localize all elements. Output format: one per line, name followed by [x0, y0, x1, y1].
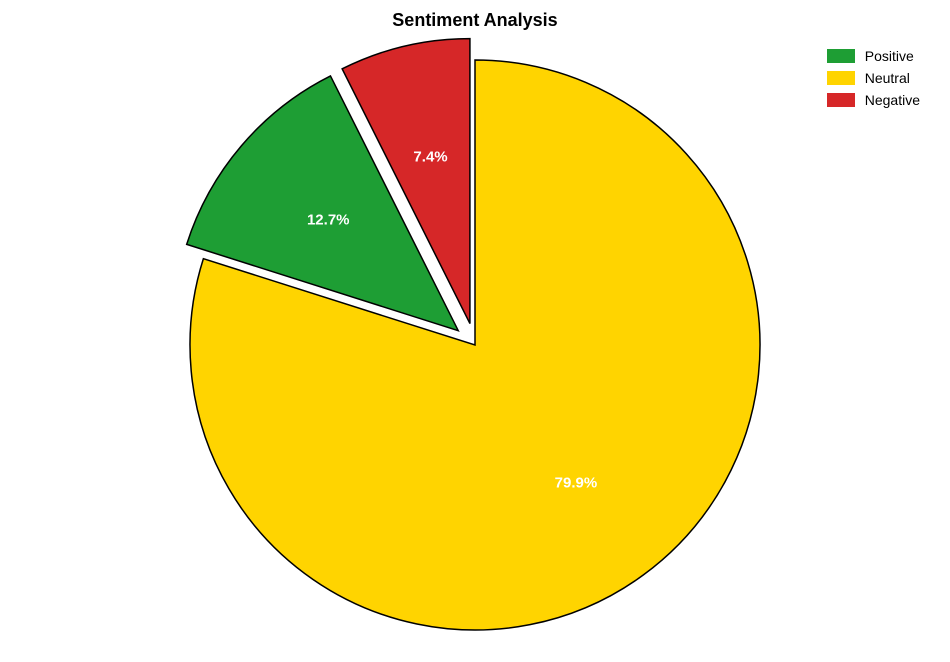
pie-svg — [158, 28, 792, 662]
pie-slice-label-positive: 12.7% — [307, 211, 350, 228]
pie-slice-label-negative: 7.4% — [413, 149, 447, 166]
legend-label: Neutral — [865, 70, 910, 86]
legend-item-negative: Negative — [827, 92, 920, 108]
legend-swatch — [827, 93, 855, 107]
legend-label: Negative — [865, 92, 920, 108]
chart-legend: Positive Neutral Negative — [827, 48, 920, 114]
legend-item-positive: Positive — [827, 48, 920, 64]
legend-label: Positive — [865, 48, 914, 64]
legend-swatch — [827, 71, 855, 85]
legend-item-neutral: Neutral — [827, 70, 920, 86]
pie-slice-label-neutral: 79.9% — [555, 475, 598, 492]
sentiment-pie-chart: Sentiment Analysis PositiveNeutralNegati… — [0, 0, 950, 662]
legend-swatch — [827, 49, 855, 63]
